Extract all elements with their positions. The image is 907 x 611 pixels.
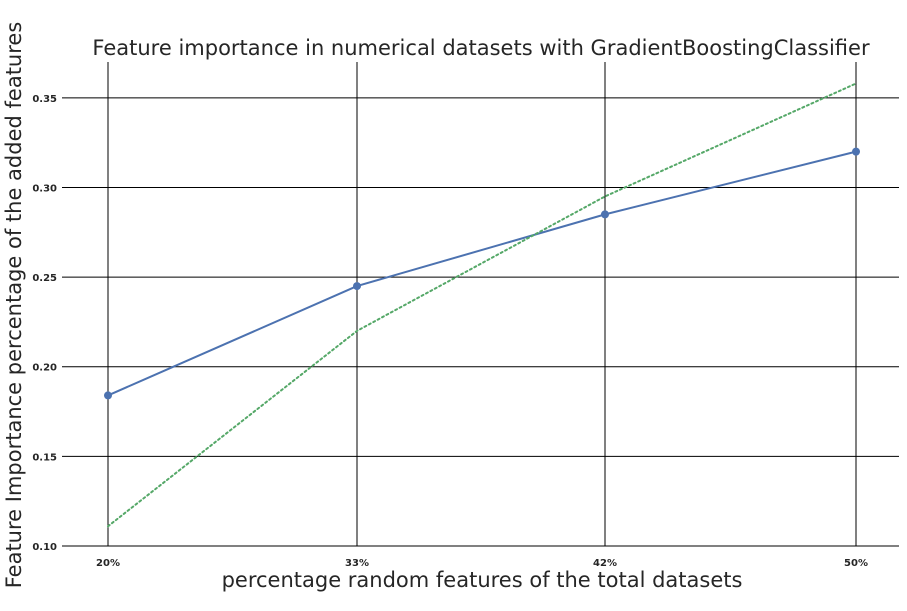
series-1-line — [107, 150, 857, 397]
series-1-point — [601, 210, 609, 219]
y-tick-label: 0.30 — [32, 183, 57, 194]
series-layer — [104, 82, 860, 528]
x-axis-label: percentage random features of the total … — [222, 568, 743, 592]
series-1-point — [852, 147, 860, 156]
series-2-line — [107, 82, 857, 528]
series-1-point — [104, 391, 112, 400]
y-tick-label: 0.25 — [32, 273, 57, 284]
grid — [62, 62, 899, 547]
y-tick-label: 0.15 — [32, 452, 57, 463]
x-tick-label: 50% — [844, 558, 868, 569]
ticks: 0.10 0.15 0.20 0.25 0.30 0.35 20% 33% 42% 50% — [32, 94, 868, 569]
y-tick-label: 0.10 — [32, 542, 57, 553]
x-tick-label: 33% — [345, 558, 369, 569]
y-tick-label: 0.20 — [32, 363, 57, 374]
y-tick-label: 0.35 — [32, 94, 57, 105]
series-1-point — [353, 282, 361, 291]
x-tick-label: 42% — [593, 558, 617, 569]
chart-title: Feature importance in numerical datasets… — [92, 36, 870, 60]
y-axis-label: Feature Importance percentage of the add… — [2, 22, 26, 589]
x-tick-label: 20% — [96, 558, 120, 569]
